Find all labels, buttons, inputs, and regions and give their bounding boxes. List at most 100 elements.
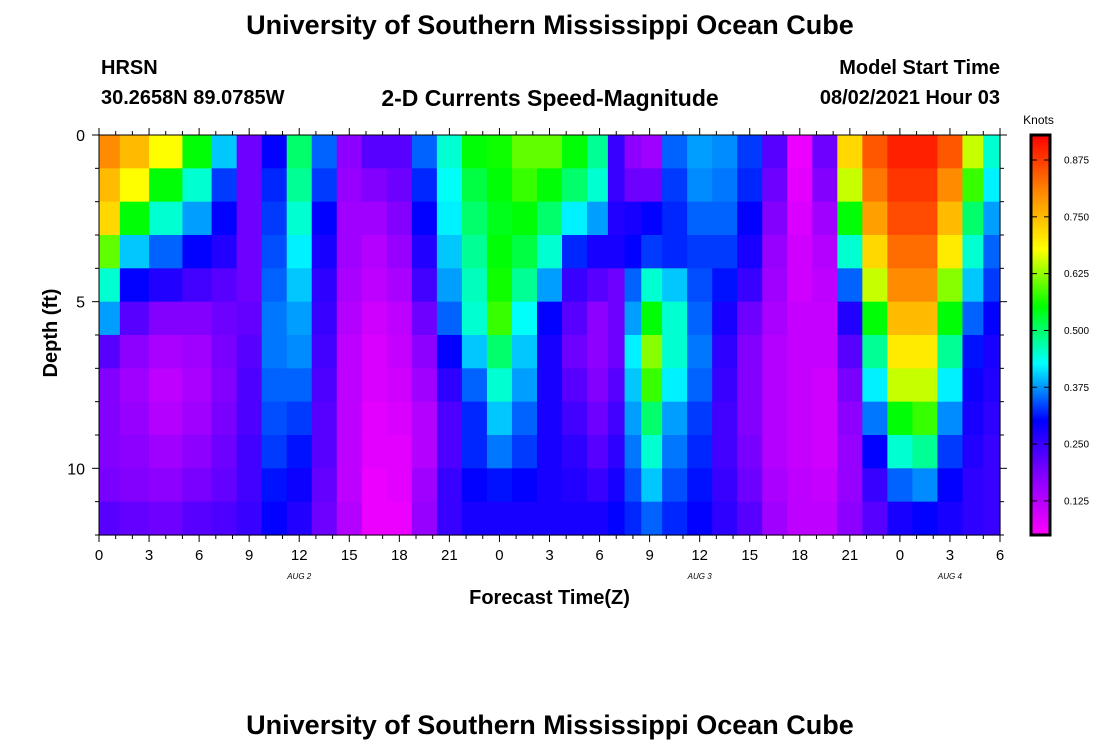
heatmap-cell <box>211 401 238 436</box>
x-tick-label: 6 <box>595 547 603 564</box>
heatmap-cell <box>737 235 763 269</box>
heatmap-cell <box>983 368 1001 403</box>
heatmap-cell <box>236 235 263 269</box>
x-tick-label: 0 <box>896 547 904 564</box>
heatmap-cell <box>182 301 213 336</box>
heatmap-cell <box>887 235 914 269</box>
heatmap-cell <box>641 235 663 269</box>
heatmap-cell <box>119 235 150 269</box>
heatmap-cell <box>511 435 538 469</box>
heatmap-cell <box>311 368 338 403</box>
heatmap-cell <box>762 301 788 336</box>
heatmap-cell <box>211 501 238 536</box>
heatmap-cell <box>812 168 838 203</box>
heatmap-cell <box>411 335 438 369</box>
heatmap-cell <box>119 268 150 303</box>
heatmap-cell <box>624 435 642 469</box>
heatmap-cell <box>912 435 939 469</box>
heatmap-cell <box>712 468 738 503</box>
heatmap-cell <box>336 401 363 436</box>
heatmap-cell <box>536 301 563 336</box>
heatmap-cell <box>411 268 438 303</box>
heatmap-cell <box>624 135 642 169</box>
heatmap-cell <box>607 501 626 536</box>
heatmap-cell <box>587 135 609 169</box>
heatmap-cell <box>286 468 313 503</box>
heatmap-cell <box>812 201 838 236</box>
x-tick-label: 12 <box>291 547 308 564</box>
heatmap-cell <box>662 268 688 303</box>
heatmap-cell <box>837 401 863 436</box>
x-tick-label: 9 <box>645 547 653 564</box>
heatmap-cell <box>737 435 763 469</box>
heatmap-cell <box>662 135 688 169</box>
heatmap-cell <box>812 235 838 269</box>
heatmap-cell <box>536 401 563 436</box>
heatmap-cell <box>562 368 588 403</box>
heatmap-cell <box>336 468 363 503</box>
heatmap-cell <box>662 168 688 203</box>
heatmap-cell <box>687 135 713 169</box>
heatmap-cell <box>461 468 488 503</box>
heatmap-cell <box>182 235 213 269</box>
x-tick-label: 18 <box>391 547 408 564</box>
heatmap-cell <box>887 201 914 236</box>
heatmap-cell <box>762 501 788 536</box>
heatmap-cell <box>641 135 663 169</box>
heatmap-cell <box>511 501 538 536</box>
heatmap-cell <box>386 401 413 436</box>
heatmap-cell <box>149 335 184 369</box>
heatmap-cell <box>386 301 413 336</box>
colorbar-ticks: 0.125 0.250 0.375 0.500 0.625 0.750 0.875 <box>1032 156 1089 507</box>
heatmap-cell <box>411 368 438 403</box>
heatmap-cell <box>587 301 609 336</box>
heatmap-cell <box>787 501 813 536</box>
heatmap-cell <box>536 268 563 303</box>
heatmap-cell <box>712 335 738 369</box>
y-axis-label: Depth (ft) <box>40 289 62 378</box>
colorbar-tick-label: 0.375 <box>1064 383 1089 394</box>
heatmap-cell <box>712 501 738 536</box>
heatmap-cell <box>286 235 313 269</box>
heatmap-cell <box>511 335 538 369</box>
heatmap-cell <box>607 168 626 203</box>
heatmap-cell <box>182 501 213 536</box>
heatmap-cell <box>587 201 609 236</box>
heatmap-cell <box>436 501 463 536</box>
heatmap-cell <box>687 501 713 536</box>
heatmap-cell <box>937 468 964 503</box>
x-tick-label: 15 <box>341 547 358 564</box>
heatmap-cell <box>641 268 663 303</box>
heatmap-cell <box>99 135 121 169</box>
heatmap-cell <box>962 135 984 169</box>
heatmap-cell <box>536 368 563 403</box>
heatmap-cell <box>149 368 184 403</box>
heatmap-cell <box>311 401 338 436</box>
heatmap-cell <box>361 235 388 269</box>
heatmap-cell <box>182 335 213 369</box>
heatmap-cell <box>962 335 984 369</box>
heatmap-cell <box>887 301 914 336</box>
heatmap-cell <box>912 335 939 369</box>
heatmap-cell <box>562 468 588 503</box>
heatmap-cell <box>712 201 738 236</box>
colorbar-tick-label: 0.875 <box>1064 156 1089 167</box>
heatmap-cell <box>983 401 1001 436</box>
heatmap-cell <box>687 401 713 436</box>
heatmap-cell <box>511 468 538 503</box>
heatmap-cell <box>737 301 763 336</box>
heatmap-cell <box>607 268 626 303</box>
heatmap-cell <box>837 201 863 236</box>
heatmap-cell <box>912 301 939 336</box>
heatmap-cell <box>687 268 713 303</box>
heatmap-cell <box>862 501 888 536</box>
heatmap-cell <box>182 268 213 303</box>
heatmap-cell <box>486 335 513 369</box>
heatmap-cell <box>99 168 121 203</box>
x-tick-label: 21 <box>841 547 858 564</box>
heatmap-cell <box>336 301 363 336</box>
y-tick-label: 5 <box>76 295 85 312</box>
heatmap-cell <box>211 335 238 369</box>
heatmap-cell <box>624 368 642 403</box>
